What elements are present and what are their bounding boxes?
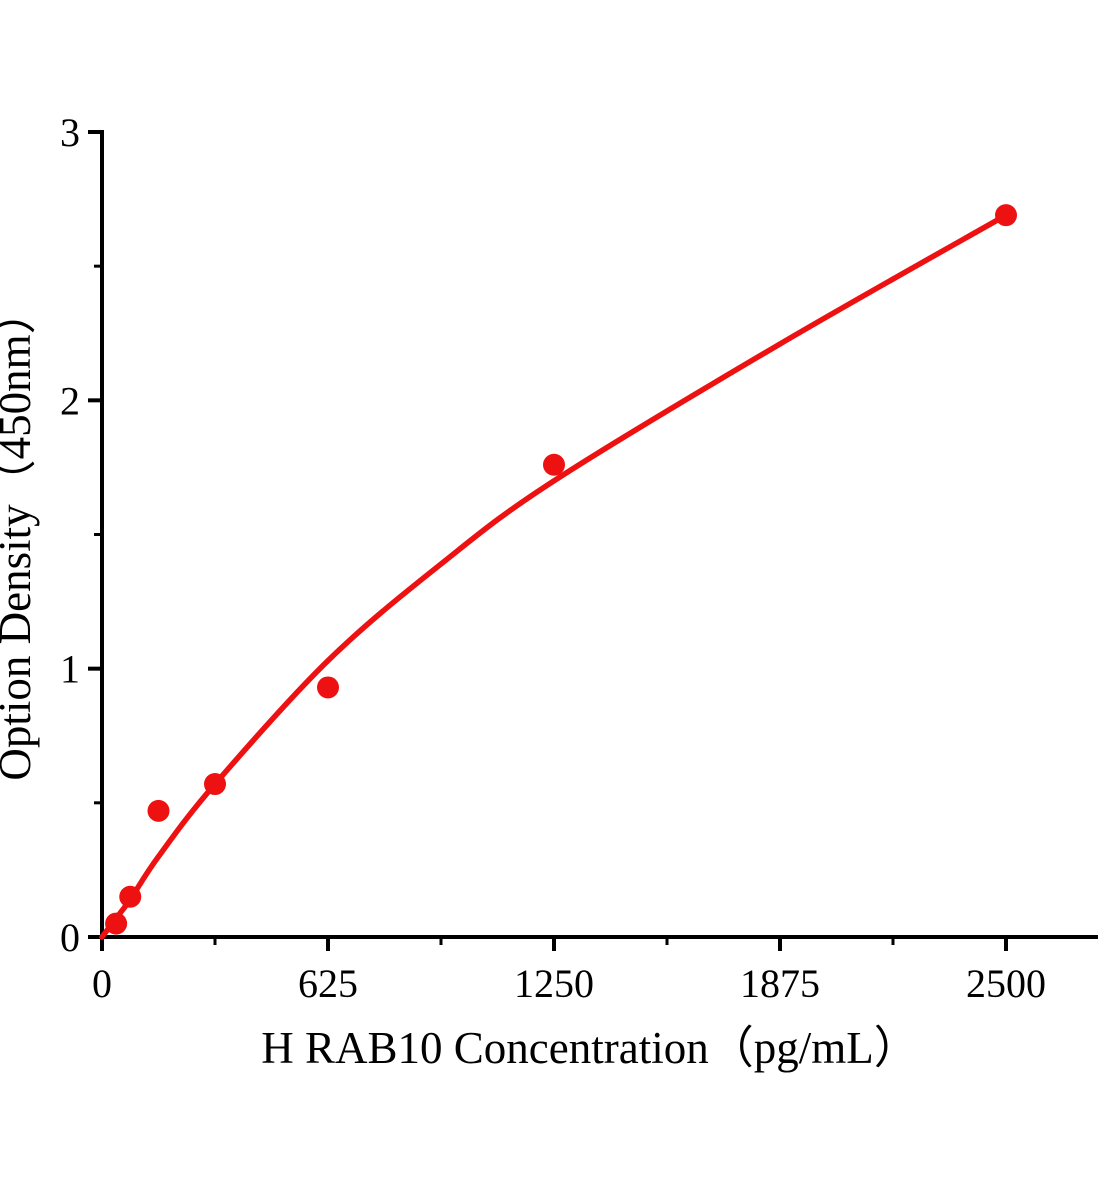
x-tick-label: 0 [92, 961, 112, 1006]
data-point [119, 885, 142, 908]
x-tick-label: 2500 [966, 961, 1046, 1006]
y-tick-label: 1 [60, 647, 80, 692]
data-point [147, 799, 170, 822]
x-tick-label: 1250 [514, 961, 594, 1006]
y-axis-title: Option Density（450nm） [0, 289, 40, 780]
x-tick-label: 625 [298, 961, 358, 1006]
plot-layer [99, 204, 1017, 940]
y-tick-label: 3 [60, 110, 80, 155]
axes-layer [100, 130, 1098, 939]
x-axis-title: H RAB10 Concentration（pg/mL） [261, 1023, 918, 1073]
data-point [995, 204, 1017, 227]
tick-labels-layer: 0 625 1250 1875 2500 0 1 2 3 [60, 110, 1046, 1006]
data-point [204, 773, 226, 796]
ticks-layer [88, 130, 1008, 951]
data-point [543, 453, 565, 476]
y-tick-label: 2 [60, 378, 80, 423]
fit-curve [99, 212, 1009, 940]
x-tick-label: 1875 [740, 961, 820, 1006]
data-point [105, 912, 128, 935]
data-point [317, 676, 339, 699]
y-tick-label: 0 [60, 915, 80, 960]
